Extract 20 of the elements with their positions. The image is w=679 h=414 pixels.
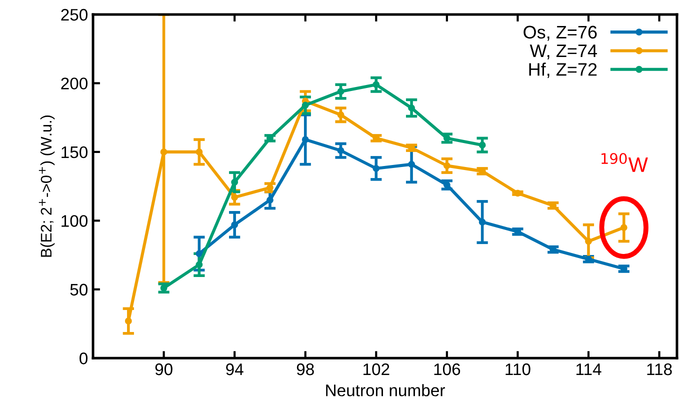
x-tick-label: 110	[506, 363, 530, 376]
x-tick-label: 106	[434, 363, 460, 376]
x-tick-label: 114	[576, 364, 602, 376]
x-tick-label: 94	[226, 363, 244, 376]
y-tick-label: 150	[62, 146, 88, 158]
y-tick-label: 50	[70, 284, 88, 296]
legend-label: W, Z=74	[530, 44, 597, 60]
y-axis-title: B(E2; 2$^{+}$->0$^{+}$) (W.u.)	[38, 116, 55, 257]
x-tick-label: 118	[647, 363, 672, 376]
y-tick-label: 200	[61, 78, 88, 90]
x-tick-label: 102	[364, 363, 390, 376]
x-tick-label: 98	[296, 363, 314, 376]
x-axis-title: Neutron number	[326, 384, 445, 396]
legend-label: Hf, Z=72	[529, 62, 597, 78]
y-tick-label: 0	[80, 352, 88, 364]
legend-label: Os, Z=76	[524, 26, 597, 41]
y-tick-label: 100	[62, 215, 88, 227]
x-tick-label: 90	[155, 363, 172, 376]
y-tick-label: 250	[61, 8, 88, 21]
annotation: $^{190}$W	[602, 153, 648, 172]
